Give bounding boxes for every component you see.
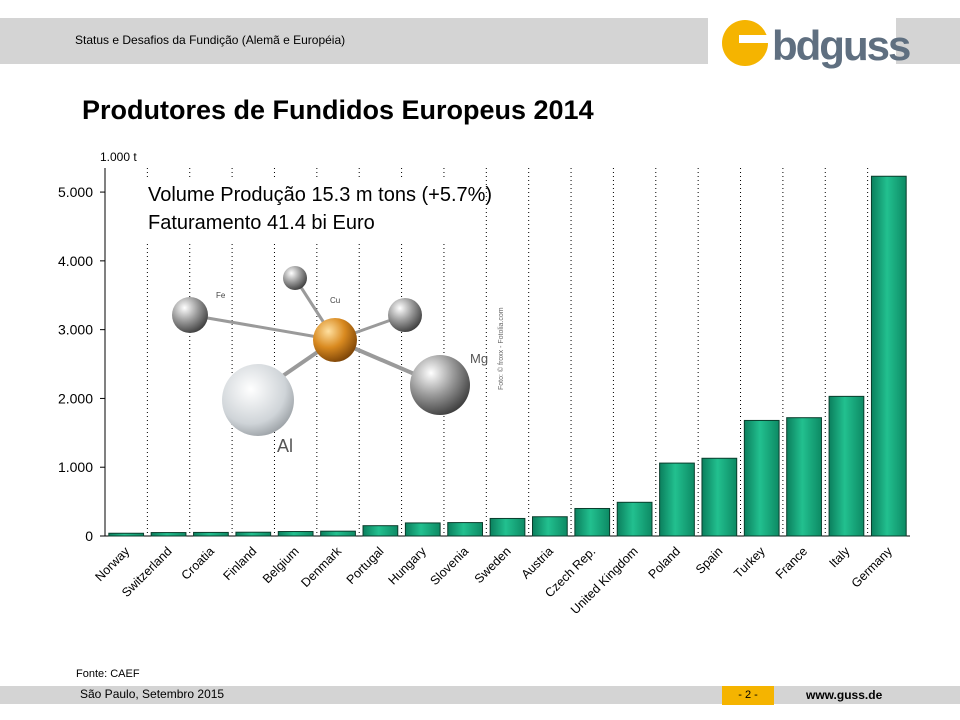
y-axis-unit: 1.000 t [100, 150, 137, 164]
bar-austria [531, 516, 568, 537]
logo-mark-icon [722, 20, 768, 66]
logo-text: bdguss [772, 22, 911, 69]
y-tick-label: 1.000 [58, 459, 93, 475]
y-tick-label: 5.000 [58, 184, 93, 200]
bar-sweden [489, 517, 526, 537]
bar-slovenia [447, 522, 484, 537]
photo-credit: Foto: © froxx - Fotolia.com [498, 307, 505, 390]
x-tick-label: Austria [519, 544, 556, 581]
x-tick-label: Italy [826, 544, 853, 571]
x-tick-label: Finland [221, 544, 260, 583]
bar-poland [659, 462, 695, 537]
bar-italy [828, 395, 865, 537]
annotation-box [140, 178, 485, 244]
y-tick-label: 2.000 [58, 390, 93, 406]
bar-portugal [362, 525, 399, 537]
footer-location-date: São Paulo, Setembro 2015 [80, 687, 225, 701]
photo-label-cu: Cu [330, 296, 340, 305]
bar-denmark [320, 530, 356, 537]
bar-united-kingdom [616, 501, 653, 537]
source-note: Fonte: CAEF [76, 668, 140, 680]
molecule-photo: Fe Cu Mg Al [172, 266, 488, 456]
x-tick-label: Denmark [298, 544, 344, 590]
y-tick-label: 0 [85, 528, 93, 544]
bar-germany [870, 175, 907, 537]
bar-switzerland [150, 532, 187, 537]
bar-france [786, 417, 822, 537]
annotation-revenue: Faturamento 41.4 bi Euro [148, 212, 375, 234]
x-tick-label: Norway [92, 544, 132, 584]
bar-norway [108, 532, 145, 537]
footer-url: www.guss.de [806, 688, 883, 702]
x-tick-label: Portugal [344, 544, 387, 587]
photo-label-al: Al [277, 436, 293, 456]
annotation-volume: Volume Produção 15.3 m tons (+5.7%) [148, 184, 493, 206]
x-tick-label: Turkey [731, 544, 768, 581]
y-tick-label: 3.000 [58, 322, 93, 338]
bar-croatia [193, 531, 229, 537]
x-tick-label: Slovenia [427, 544, 471, 588]
bar-finland [235, 531, 272, 537]
bar-czech-rep- [574, 507, 611, 537]
bar-chart: Fe Cu Mg Al 0 1.000 2.000 3.000 4.000 5.000 N… [58, 168, 910, 617]
y-tick-label: 4.000 [58, 253, 93, 269]
page-title: Produtores de Fundidos Europeus 2014 [82, 95, 594, 125]
x-tick-label: Belgium [260, 544, 302, 586]
page-number-badge: - 2 - [722, 686, 774, 705]
bar-spain [701, 457, 738, 537]
bar-turkey [743, 419, 780, 537]
x-tick-label: Poland [646, 544, 683, 581]
photo-label-fe: Fe [216, 291, 226, 300]
x-tick-label: Sweden [472, 544, 514, 586]
x-tick-label: Spain [693, 544, 726, 577]
bar-hungary [404, 522, 441, 537]
footer-bar [0, 686, 960, 704]
bar-belgium [277, 531, 314, 537]
x-tick-label: Croatia [179, 544, 217, 582]
x-tick-label: Germany [849, 544, 896, 591]
x-tick-label: Hungary [386, 544, 430, 588]
header-subtitle: Status e Desafios da Fundição (Alemã e E… [75, 33, 346, 47]
photo-label-mg: Mg [470, 351, 488, 366]
x-tick-label: France [773, 544, 810, 581]
